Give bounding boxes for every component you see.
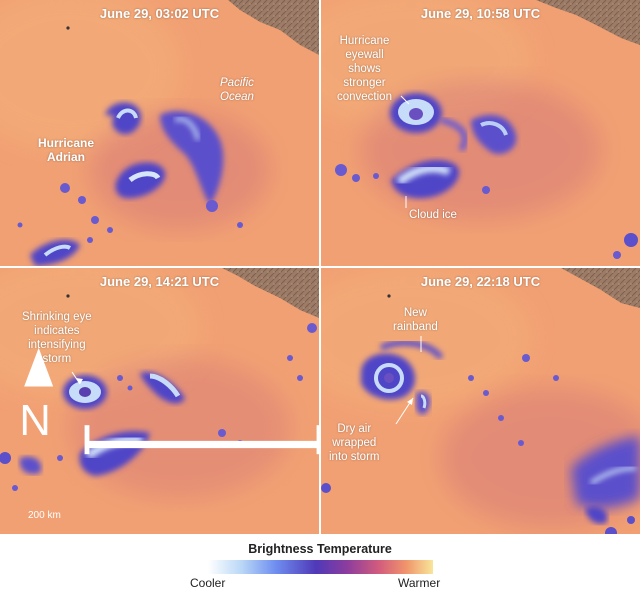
hurricane-label: Hurricane Adrian (38, 136, 95, 164)
north-arrow-icon: N (19, 347, 319, 455)
panel-4-imagery (321, 268, 640, 534)
panel-4: June 29, 22:18 UTC New rainband Dry air wr… (321, 268, 640, 534)
coastline-land (536, 0, 640, 45)
eyewall-label: Hurricane eyewall shows stronger convection (337, 35, 392, 103)
timestamp: June 29, 14:21 UTC (99, 274, 220, 289)
ocean-label: Pacific Ocean (220, 77, 254, 103)
panel-3-imagery (0, 268, 319, 534)
rainband-label: New rainband (393, 307, 438, 333)
coastline-land (561, 268, 640, 308)
panel-2-imagery (321, 0, 640, 266)
legend-low-label: Cooler (190, 576, 226, 590)
cloud-band (17, 26, 243, 266)
timestamp: June 29, 22:18 UTC (420, 274, 541, 289)
dry-air-label: Dry air wrapped into storm (329, 423, 380, 463)
cloud-ice-label: Cloud ice (409, 209, 457, 221)
coastline-land (228, 0, 319, 55)
panel-2: June 29, 10:58 UTC Hurricane eyewall shows… (321, 0, 640, 266)
timestamp: June 29, 03:02 UTC (99, 6, 220, 21)
cloud-band (321, 294, 640, 534)
shrinking-eye-label: Shrinking eye indicates intensifying storm (22, 311, 92, 365)
scale-bar-label: 200 km (28, 510, 61, 521)
svg-text:N: N (19, 397, 50, 445)
legend-high-label: Warmer (398, 576, 441, 590)
timestamp: June 29, 10:58 UTC (420, 6, 541, 21)
cloud-band (335, 93, 638, 259)
legend: Brightness Temperature Cooler Warmer (0, 536, 640, 592)
panel-1-imagery (0, 0, 319, 266)
panel-3: June 29, 14:21 UTC Shrinking eye indicate… (0, 268, 319, 534)
legend-gradient-bar (208, 560, 433, 574)
coastline-land (222, 268, 319, 318)
legend-title: Brightness Temperature (248, 542, 392, 556)
panel-1: June 29, 03:02 UTC Hurricane Adrian Pacif… (0, 0, 319, 266)
